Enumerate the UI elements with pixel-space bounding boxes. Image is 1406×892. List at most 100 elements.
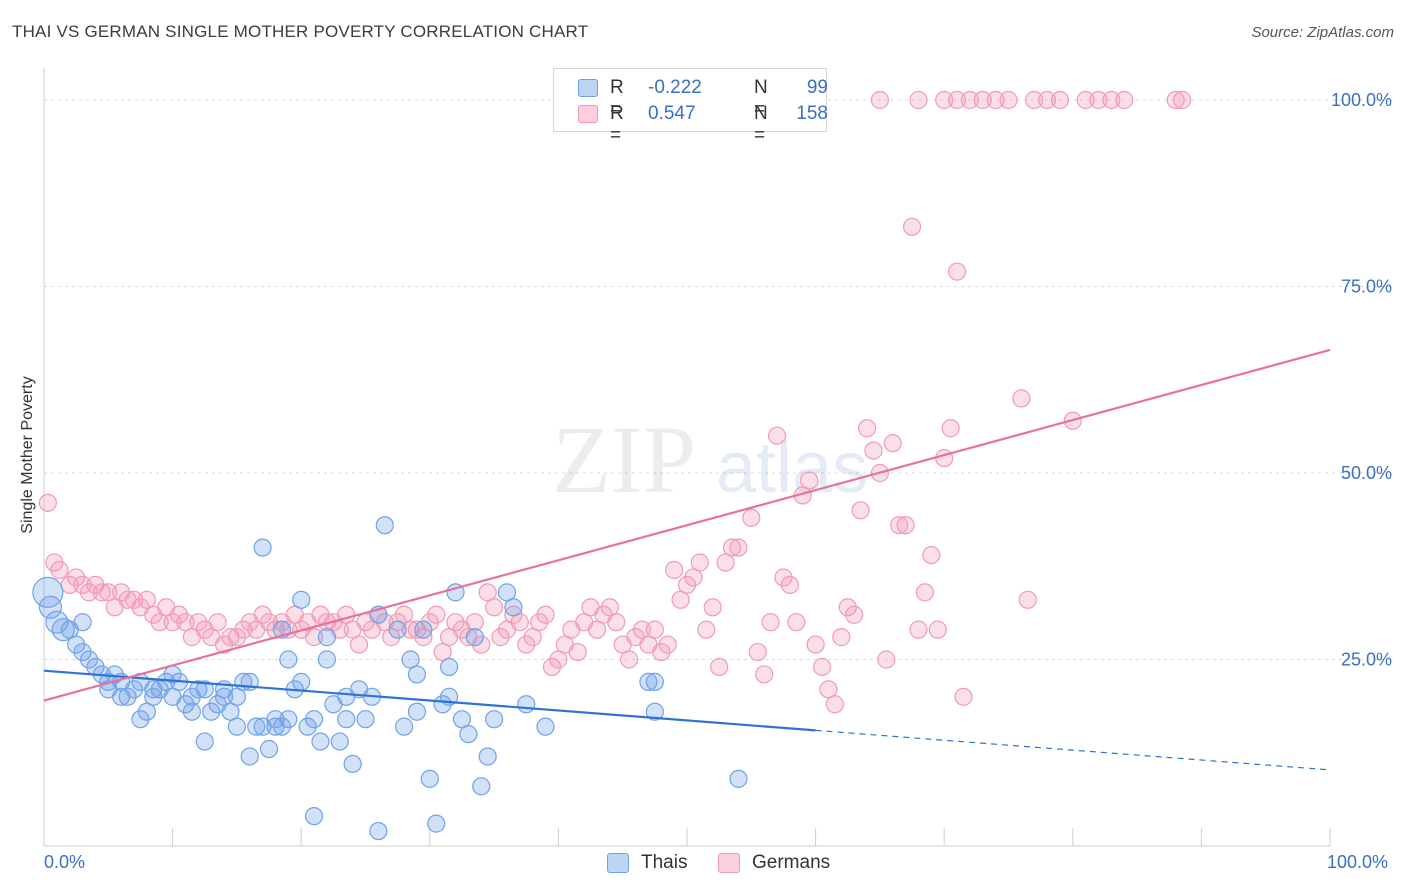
thais-point <box>645 672 664 691</box>
thais-point <box>478 747 497 766</box>
germans-point <box>954 687 973 706</box>
thais-point <box>517 695 536 714</box>
thais-point <box>317 628 337 647</box>
germans-point <box>915 583 935 602</box>
thais-trendline-extension <box>815 729 1331 771</box>
thais-point <box>118 687 137 706</box>
germans-point <box>697 620 716 639</box>
germans-point <box>941 419 960 438</box>
bottom-legend-label-germans: Germans <box>752 852 831 873</box>
watermark-atlas: atlas <box>716 428 868 508</box>
germans-point <box>420 613 439 632</box>
thais-point <box>51 618 75 642</box>
germans-point <box>677 575 697 595</box>
germans-point <box>665 560 684 580</box>
germans-point <box>163 613 182 632</box>
germans-point <box>947 90 967 110</box>
germans-point <box>883 434 902 453</box>
germans-point <box>79 583 99 602</box>
y-tick-label: 25.0% <box>1341 650 1392 670</box>
germans-point <box>999 90 1018 110</box>
thais-point <box>298 717 317 736</box>
germans-point <box>1018 590 1037 609</box>
thais-point <box>414 620 433 639</box>
germans-point <box>1089 90 1108 110</box>
thais-point <box>394 717 414 736</box>
germans-point <box>73 575 92 595</box>
germans-point <box>1173 90 1192 110</box>
bottom-legend-swatch-thais <box>607 853 629 873</box>
y-tick-label: 75.0% <box>1341 277 1392 297</box>
germans-point <box>845 605 864 624</box>
germans-point <box>902 217 922 236</box>
thais-point <box>459 724 478 744</box>
germans-point <box>67 568 86 587</box>
thais-point <box>420 769 439 788</box>
legend-r-label: R = <box>610 103 624 146</box>
germans-point <box>472 635 491 654</box>
germans-point <box>253 605 272 624</box>
thais-point <box>79 650 99 669</box>
germans-point <box>922 545 941 565</box>
germans-point <box>787 613 806 632</box>
thais-point <box>645 702 664 721</box>
legend-n-label: N = <box>754 77 768 120</box>
y-axis-label: Single Mother Poverty <box>19 376 36 534</box>
germans-point <box>169 605 189 624</box>
germans-trendline <box>43 348 1331 702</box>
germans-point <box>690 553 709 572</box>
thais-point <box>407 702 427 721</box>
thais-point <box>504 598 523 617</box>
thais-trendline <box>43 669 816 732</box>
germans-point <box>1102 90 1121 110</box>
germans-point <box>491 628 510 647</box>
germans-point <box>755 665 774 684</box>
germans-point <box>1076 90 1095 110</box>
germans-point <box>780 575 799 595</box>
trendlines <box>43 348 1331 771</box>
germans-point <box>928 620 947 639</box>
thais-point <box>433 695 452 714</box>
germans-point <box>189 613 208 632</box>
legend-box: R = -0.222 N = 99 R = 0.547 N = 158 <box>553 68 828 146</box>
germans-point <box>832 628 851 647</box>
thais-point <box>485 710 504 729</box>
bottom-legend-swatch-germans <box>718 853 740 873</box>
bottom-legend-label-thais: Thais <box>641 852 688 873</box>
germans-point <box>909 620 928 639</box>
thais-point <box>247 717 266 736</box>
thais-point <box>337 710 356 729</box>
germans-point <box>851 501 870 520</box>
thais-point <box>266 710 285 729</box>
thais-point <box>729 769 748 788</box>
thais-point <box>73 613 92 632</box>
x-tick-label-min: 0.0% <box>44 852 86 872</box>
chart-source: Source: ZipAtlas.com <box>1251 24 1394 41</box>
legend-n-value: 99 <box>806 77 828 98</box>
watermark: ZIP atlas <box>552 406 868 513</box>
thais-point <box>195 680 214 699</box>
thais-point <box>202 702 221 721</box>
legend-n-label: N = <box>754 103 768 146</box>
germans-point <box>973 90 992 110</box>
thais-point <box>227 717 246 736</box>
thais-point <box>272 717 292 736</box>
germans-point <box>208 613 227 632</box>
germans-point <box>960 90 980 110</box>
thais-point <box>369 821 388 841</box>
legend-r-label: R = <box>610 77 624 120</box>
germans-point <box>1166 90 1185 110</box>
germans-point <box>446 613 465 632</box>
thais-point <box>536 717 555 736</box>
thais-point <box>38 595 63 619</box>
thais-point <box>131 710 150 729</box>
y-tick-label: 50.0% <box>1341 463 1392 483</box>
thais-point <box>311 732 330 751</box>
thais-point <box>182 702 201 721</box>
thais-point <box>259 739 279 759</box>
thais-point <box>240 747 259 766</box>
germans-point <box>935 90 954 110</box>
legend-r-value: 0.547 <box>648 103 696 124</box>
thais-point <box>292 672 311 691</box>
